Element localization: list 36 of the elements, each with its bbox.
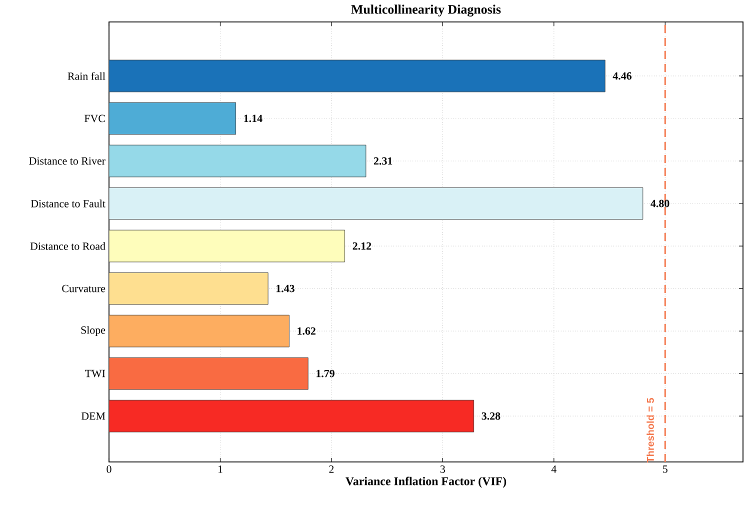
x-tick-label: 4 [551, 466, 556, 473]
bar [108, 272, 268, 305]
data-label: 4.46 [612, 72, 632, 80]
y-tick-label: FVC [84, 114, 105, 122]
y-tick-label: Distance to River [29, 157, 106, 165]
y-tick-label: DEM [81, 412, 106, 420]
bar [108, 144, 366, 178]
x-tick-label: 2 [329, 466, 334, 473]
x-tick-label: 1 [218, 466, 222, 473]
data-label: 1.62 [298, 327, 316, 335]
bar [108, 60, 606, 92]
data-label: 2.12 [352, 242, 372, 250]
bar [108, 357, 308, 390]
x-tick-label: 5 [663, 466, 668, 473]
data-label: 1.43 [276, 284, 294, 292]
data-label: 1.14 [244, 114, 262, 122]
data-label: 3.28 [482, 412, 500, 420]
x-axis-title: Variance Inflation Factor (VIF) [346, 476, 506, 488]
bar [108, 230, 346, 262]
y-tick-label: Curvature [62, 284, 106, 292]
bar [108, 314, 290, 348]
chart-title: Multicollinearity Diagnosis [351, 4, 501, 16]
bar [108, 102, 236, 135]
y-tick-label: Distance to Road [30, 242, 106, 250]
bar [108, 400, 474, 432]
ref-line-label: Threshold = 5 [646, 398, 654, 463]
data-label: 2.31 [374, 157, 392, 165]
y-tick-label: TWI [85, 370, 106, 378]
y-tick-label: Slope [81, 326, 106, 336]
y-tick-label: Distance to Fault [30, 200, 106, 208]
x-tick-label: 3 [440, 466, 445, 473]
y-tick-label: Rain fall [68, 72, 106, 80]
x-tick-label: 0 [106, 466, 112, 473]
data-label: 4.80 [650, 200, 670, 208]
bar [108, 187, 644, 220]
data-label: 1.79 [316, 370, 334, 378]
